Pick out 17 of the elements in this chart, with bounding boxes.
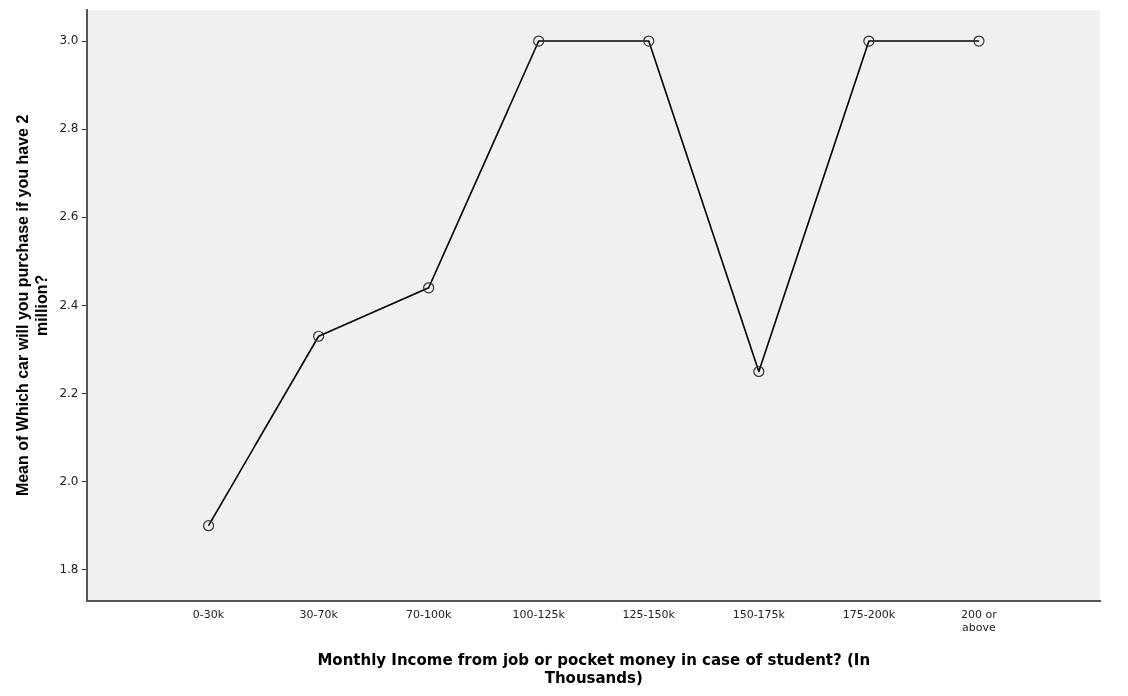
y-tick-label: 2.0 <box>59 473 79 488</box>
y-tick-label: 2.2 <box>59 385 79 400</box>
x-axis-title: Monthly Income from job or pocket money in case of student? (In Thousands) <box>317 650 871 687</box>
y-tick-label: 3.0 <box>59 33 79 48</box>
x-tick-label: 175-200k <box>842 608 896 622</box>
y-tick-label: 1.8 <box>59 561 79 576</box>
x-tick-label: 125-150k <box>622 608 676 622</box>
x-tick-label: 150-175k <box>732 608 786 622</box>
y-tick-label: 2.8 <box>59 121 79 136</box>
x-tick-label: 100-125k <box>512 608 566 622</box>
x-tick-label: 200 or above <box>961 608 998 635</box>
x-tick-label: 30-70k <box>299 608 339 622</box>
y-axis-title: Mean of Which car will you purchase if you have 2 million? <box>14 114 51 497</box>
y-tick-label: 2.6 <box>59 209 79 224</box>
x-tick-label: 70-100k <box>405 608 452 622</box>
x-tick-label: 0-30k <box>192 608 225 622</box>
y-tick-label: 2.4 <box>59 297 79 312</box>
